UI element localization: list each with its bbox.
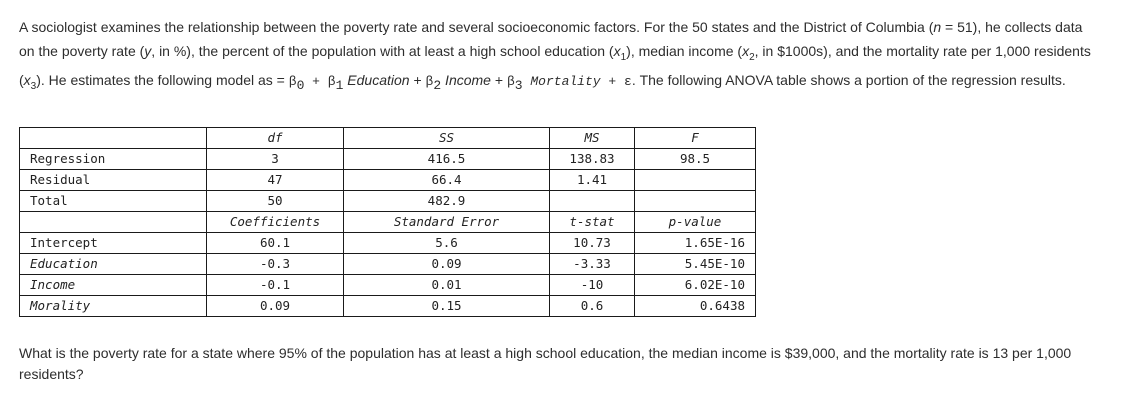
table-cell: 1.41: [549, 169, 635, 191]
table-cell: 66.4: [343, 169, 550, 191]
anova-header-row: df SS MS F: [19, 127, 756, 149]
table-cell: 0.09: [206, 295, 344, 317]
question-text: What is the poverty rate for a state whe…: [19, 345, 1072, 382]
table-cell: 0.15: [343, 295, 550, 317]
header-cell: F: [634, 127, 756, 149]
table-cell: -0.3: [206, 253, 344, 275]
table-cell: 47: [206, 169, 344, 191]
table-cell: [634, 169, 756, 191]
header-cell: SS: [343, 127, 550, 149]
regression-results-table: df SS MS F Regression 3 416.5 138.83 98.…: [19, 127, 756, 317]
table-cell: 482.9: [343, 190, 550, 212]
table-cell: 138.83: [549, 148, 635, 170]
table-row: Residual 47 66.4 1.41: [19, 169, 756, 191]
table-cell: 10.73: [549, 232, 635, 254]
table-cell: 0.09: [343, 253, 550, 275]
problem-statement: A sociologist examines the relationship …: [19, 19, 1091, 93]
row-label: Residual: [19, 169, 207, 191]
table-cell: [634, 190, 756, 212]
table-cell: -3.33: [549, 253, 635, 275]
row-label: Morality: [19, 295, 207, 317]
header-cell: [19, 211, 207, 233]
table-row: Total 50 482.9: [19, 190, 756, 212]
header-cell: [19, 127, 207, 149]
table-cell: 50: [206, 190, 344, 212]
table-cell: -10: [549, 274, 635, 296]
row-label: Education: [19, 253, 207, 275]
row-label: Intercept: [19, 232, 207, 254]
row-label: Income: [19, 274, 207, 296]
table-cell: 5.45E-10: [634, 253, 756, 275]
header-cell: df: [206, 127, 344, 149]
table-row: Morality 0.09 0.15 0.6 0.6438: [19, 295, 756, 317]
table-cell: 60.1: [206, 232, 344, 254]
table-cell: -0.1: [206, 274, 344, 296]
header-cell: t-stat: [549, 211, 635, 233]
header-cell: Standard Error: [343, 211, 550, 233]
table-cell: 0.01: [343, 274, 550, 296]
table-row: Income -0.1 0.01 -10 6.02E-10: [19, 274, 756, 296]
table-cell: 3: [206, 148, 344, 170]
header-cell: MS: [549, 127, 635, 149]
table-cell: [549, 190, 635, 212]
header-cell: p-value: [634, 211, 756, 233]
table-cell: 0.6: [549, 295, 635, 317]
header-cell: Coefficients: [206, 211, 344, 233]
coefficients-header-row: Coefficients Standard Error t-stat p-val…: [19, 211, 756, 233]
table-cell: 1.65E-16: [634, 232, 756, 254]
table-cell: 6.02E-10: [634, 274, 756, 296]
table-cell: 416.5: [343, 148, 550, 170]
table-cell: 98.5: [634, 148, 756, 170]
row-label: Regression: [19, 148, 207, 170]
row-label: Total: [19, 190, 207, 212]
table-row: Regression 3 416.5 138.83 98.5: [19, 148, 756, 170]
table-cell: 5.6: [343, 232, 550, 254]
table-row: Education -0.3 0.09 -3.33 5.45E-10: [19, 253, 756, 275]
table-row: Intercept 60.1 5.6 10.73 1.65E-16: [19, 232, 756, 254]
table-cell: 0.6438: [634, 295, 756, 317]
